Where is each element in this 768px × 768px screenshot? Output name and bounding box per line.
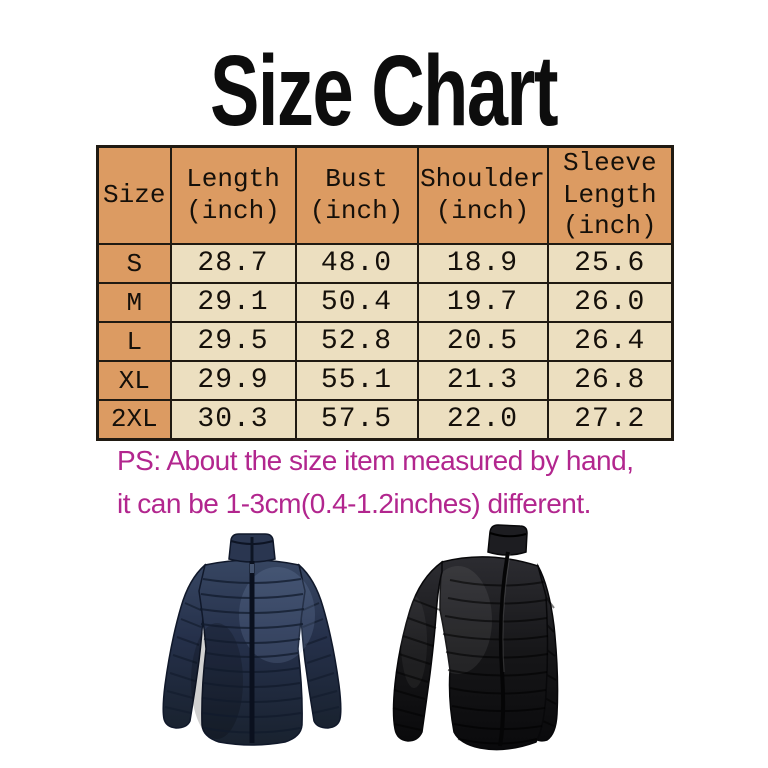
note-line-2: it can be 1-3cm(0.4-1.2inches) different… <box>117 488 591 519</box>
value-cell: 30.3 <box>169 399 297 441</box>
value-cell: 55.1 <box>294 360 419 402</box>
black-sheen <box>424 566 492 674</box>
value-cell: 57.5 <box>294 399 419 441</box>
navy-left-sleeve <box>162 563 206 729</box>
column-header-length: Length (inch) <box>169 145 297 246</box>
value-cell: 25.6 <box>546 243 674 285</box>
value-cell: 29.9 <box>169 360 297 402</box>
value-cell: 28.7 <box>169 243 297 285</box>
black-puffer-jacket-image <box>392 524 559 751</box>
black-body-quilting <box>442 579 549 745</box>
navy-puffer-jacket-image <box>162 533 342 746</box>
navy-sleeve-quilting <box>164 602 340 714</box>
page-title-wrap: Size Chart <box>0 41 768 141</box>
table-row-l: L 29.5 52.8 20.5 26.4 <box>96 321 674 363</box>
navy-collar-zipper <box>250 537 254 561</box>
size-table: Size Length (inch) Bust (inch) Shoulder … <box>96 145 674 441</box>
value-cell: 50.4 <box>294 282 419 324</box>
size-cell: 2XL <box>96 399 172 441</box>
value-cell: 21.3 <box>416 360 549 402</box>
note-line-1: PS: About the size item measured by hand… <box>117 445 634 476</box>
navy-zipper <box>249 561 255 743</box>
value-cell: 26.0 <box>546 282 674 324</box>
header-row: Size Length (inch) Bust (inch) Shoulder … <box>96 145 674 246</box>
navy-right-sleeve <box>298 563 342 729</box>
black-zipper-highlight <box>502 553 511 673</box>
table-row-2xl: 2XL 30.3 57.5 22.0 27.2 <box>96 399 674 441</box>
value-cell: 18.9 <box>416 243 549 285</box>
table-row-s: S 28.7 48.0 18.9 25.6 <box>96 243 674 285</box>
value-cell: 52.8 <box>294 321 419 363</box>
column-header-shoulder: Shoulder (inch) <box>416 145 549 246</box>
black-left-sleeve-quilting <box>392 599 441 731</box>
table-row-m: M 29.1 50.4 19.7 26.0 <box>96 282 674 324</box>
value-cell: 26.4 <box>546 321 674 363</box>
value-cell: 26.8 <box>546 360 674 402</box>
value-cell: 29.5 <box>169 321 297 363</box>
navy-shading <box>191 623 243 739</box>
value-cell: 19.7 <box>416 282 549 324</box>
column-header-bust: Bust (inch) <box>294 145 419 246</box>
size-cell: S <box>96 243 172 285</box>
value-cell: 20.5 <box>416 321 549 363</box>
column-header-size: Size <box>96 145 172 246</box>
value-cell: 22.0 <box>416 399 549 441</box>
value-cell: 27.2 <box>546 399 674 441</box>
black-zipper <box>498 551 510 747</box>
black-sleeve-sheen <box>401 596 427 688</box>
column-header-sleeve-length: Sleeve Length (inch) <box>546 145 674 246</box>
page-title: Size Chart <box>210 35 559 147</box>
size-cell: L <box>96 321 172 363</box>
black-collar-opening <box>489 532 527 538</box>
black-collar <box>487 524 528 556</box>
table-row-xl: XL 29.9 55.1 21.3 26.8 <box>96 360 674 402</box>
navy-zipper-pull <box>250 564 254 573</box>
value-cell: 29.1 <box>169 282 297 324</box>
size-cell: M <box>96 282 172 324</box>
value-cell: 48.0 <box>294 243 419 285</box>
size-cell: XL <box>96 360 172 402</box>
